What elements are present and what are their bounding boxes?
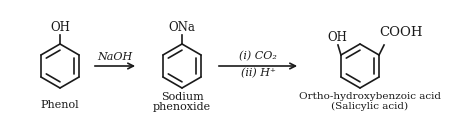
Text: OH: OH [327, 31, 347, 44]
Text: Sodium: Sodium [161, 92, 203, 102]
Text: ONa: ONa [168, 21, 195, 34]
Text: phenoxide: phenoxide [153, 102, 211, 112]
Text: NaOH: NaOH [97, 52, 132, 62]
Text: COOH: COOH [379, 26, 423, 39]
Text: (ii) H⁺: (ii) H⁺ [241, 68, 275, 78]
Text: (Salicylic acid): (Salicylic acid) [332, 102, 409, 111]
Text: OH: OH [50, 21, 70, 34]
Text: Ortho-hydroxybenzoic acid: Ortho-hydroxybenzoic acid [299, 92, 441, 101]
Text: Phenol: Phenol [41, 100, 79, 110]
Text: (i) CO₂: (i) CO₂ [239, 51, 277, 61]
